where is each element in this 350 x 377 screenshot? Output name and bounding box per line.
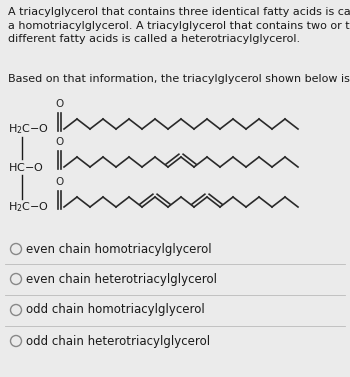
Text: O: O xyxy=(55,99,64,109)
Text: even chain heterotriacylglycerol: even chain heterotriacylglycerol xyxy=(27,273,217,285)
Text: even chain homotriacylglycerol: even chain homotriacylglycerol xyxy=(27,242,212,256)
Text: A triacylglycerol that contains three identical fatty acids is called
a homotria: A triacylglycerol that contains three id… xyxy=(8,7,350,44)
Text: H$_2$C$-$O: H$_2$C$-$O xyxy=(8,200,49,214)
Text: O: O xyxy=(55,137,64,147)
Text: odd chain homotriacylglycerol: odd chain homotriacylglycerol xyxy=(27,303,205,317)
Text: Based on that information, the triacylglycerol shown below is an:: Based on that information, the triacylgl… xyxy=(8,74,350,84)
Text: O: O xyxy=(55,177,64,187)
Text: HC$-$O: HC$-$O xyxy=(8,161,44,173)
Text: H$_2$C$-$O: H$_2$C$-$O xyxy=(8,122,49,136)
Text: odd chain heterotriacylglycerol: odd chain heterotriacylglycerol xyxy=(27,334,211,348)
